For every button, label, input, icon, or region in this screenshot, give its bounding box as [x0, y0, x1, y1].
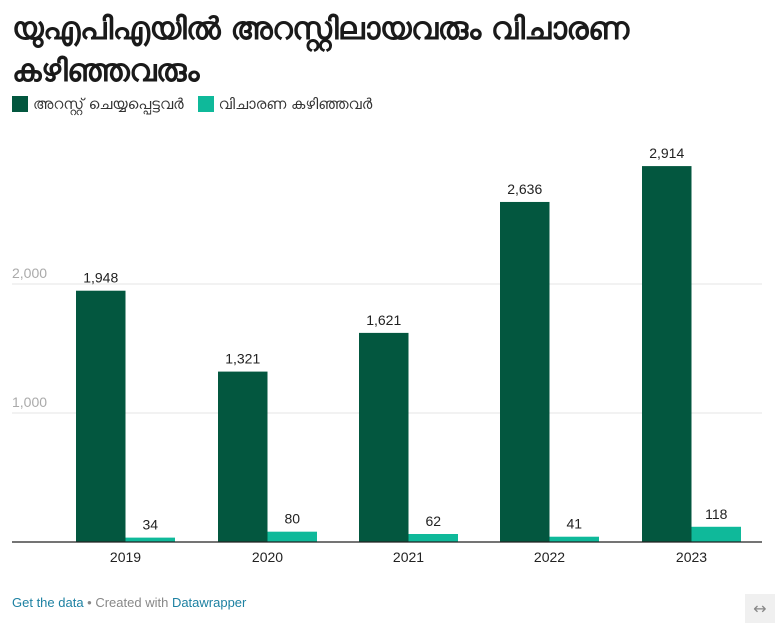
bar-arrested — [76, 290, 126, 542]
legend-label-arrested: അറസ്റ്റ് ചെയ്യപ്പെട്ടവർ — [33, 95, 184, 113]
bar-tried — [267, 531, 317, 542]
data-label: 62 — [425, 513, 441, 529]
data-label: 1,948 — [83, 270, 118, 286]
legend-label-tried: വിചാരണ കഴിഞ്ഞവർ — [218, 95, 373, 113]
data-label: 2,914 — [649, 145, 684, 161]
expand-icon[interactable]: ↔ — [745, 594, 775, 623]
data-label: 34 — [142, 517, 158, 533]
legend-item-arrested: അറസ്റ്റ് ചെയ്യപ്പെട്ടവർ — [12, 95, 184, 113]
datawrapper-link[interactable]: Datawrapper — [171, 595, 247, 610]
data-label: 80 — [284, 511, 300, 527]
legend-item-tried: വിചാരണ കഴിഞ്ഞവർ — [197, 95, 373, 113]
bar-tried — [125, 537, 175, 542]
bar-arrested — [218, 371, 268, 542]
x-tick-label: 2019 — [110, 549, 141, 565]
bar-arrested — [500, 201, 550, 542]
y-tick-label: 1,000 — [12, 394, 47, 410]
chart-title: യുഎപിഎയിൽ അറസ്റ്റിലായവരും വിചാരണ കഴിഞ്ഞവ… — [12, 11, 629, 89]
legend: അറസ്റ്റ് ചെയ്യപ്പെട്ടവർ വിചാരണ കഴിഞ്ഞവർ — [12, 95, 386, 113]
x-tick-label: 2022 — [534, 549, 565, 565]
x-tick-label: 2020 — [252, 549, 283, 565]
x-tick-label: 2021 — [393, 549, 424, 565]
data-label: 2,636 — [507, 181, 542, 197]
data-label: 41 — [566, 516, 582, 532]
bar-arrested — [642, 166, 692, 542]
bar-arrested — [359, 332, 409, 542]
x-tick-label: 2023 — [676, 549, 707, 565]
data-label: 118 — [705, 506, 728, 522]
y-tick-label: 2,000 — [12, 265, 47, 281]
bar-tried — [408, 534, 458, 542]
bar-tried — [549, 536, 599, 542]
legend-swatch-arrested — [12, 96, 28, 112]
bar-tried — [691, 526, 741, 542]
legend-swatch-tried — [197, 96, 214, 112]
footer-separator: • Created with — [83, 595, 172, 610]
data-label: 1,321 — [225, 351, 260, 367]
get-data-link[interactable]: Get the data — [12, 595, 84, 610]
footer: Get the data • Created with Datawrapper — [12, 595, 246, 610]
data-label: 1,621 — [366, 312, 401, 328]
